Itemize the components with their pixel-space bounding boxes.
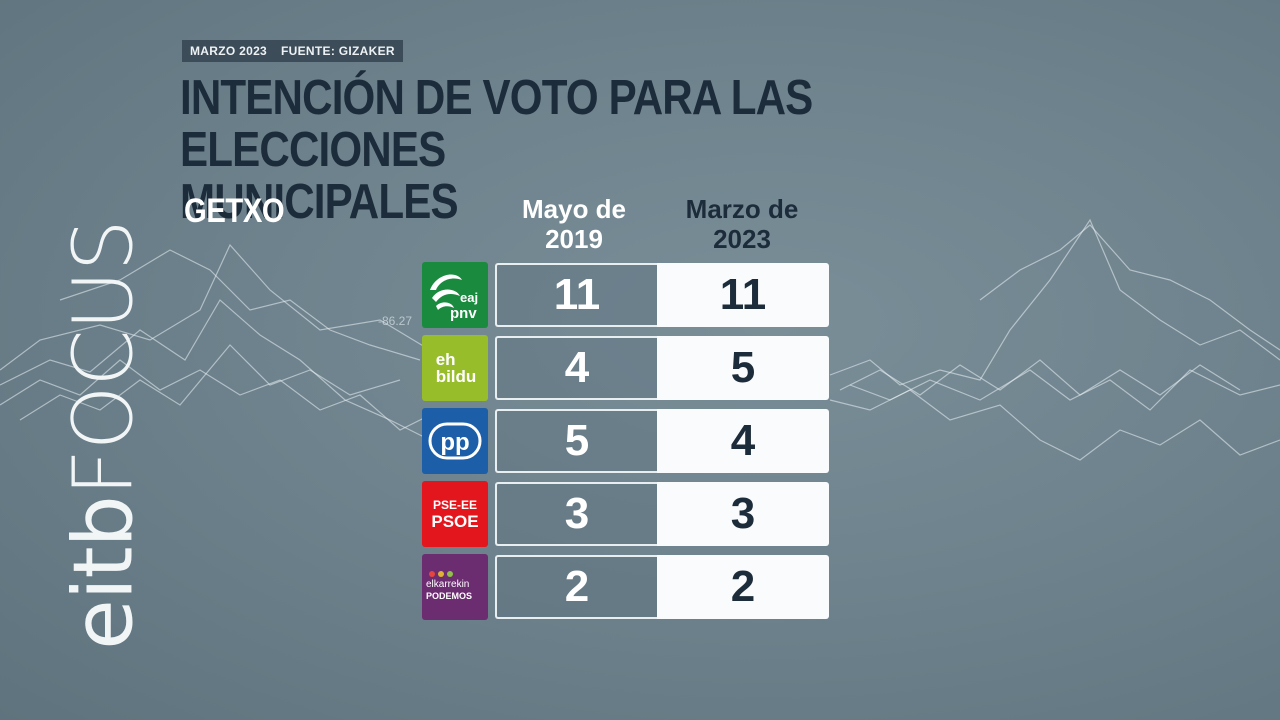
brand-part1: eitb: [57, 496, 153, 650]
bildu-logo-text-bildu: bildu: [435, 367, 477, 386]
bildu-logo: eh bildu: [422, 335, 488, 401]
table-row-psoe: PSE-EE PSOE 3 3: [422, 481, 830, 547]
column-header-2023: Marzo de 2023: [662, 194, 822, 254]
municipality-label: GETXO: [184, 192, 285, 230]
column-header-2019-line1: Mayo de: [521, 194, 627, 224]
svg-text:eaj: eaj: [460, 290, 478, 305]
meta-strip: MARZO 2023 FUENTE: GIZAKER: [182, 40, 403, 62]
svg-text:elkarrekin: elkarrekin: [426, 579, 469, 590]
svg-text:pp: pp: [440, 429, 469, 456]
seats-2023: 3: [657, 482, 829, 546]
seats-2019: 4: [495, 336, 657, 400]
seats-2019: 11: [495, 263, 657, 327]
column-header-2023-line1: Marzo de: [685, 194, 799, 224]
seats-2023: 4: [657, 409, 829, 473]
seats-2023: 2: [657, 555, 829, 619]
column-header-2019: Mayo de 2019: [494, 194, 654, 254]
page-title: INTENCIÓN DE VOTO PARA LAS ELECCIONES MU…: [180, 72, 954, 228]
podemos-circles-icon: elkarrekin PODEMOS: [426, 571, 472, 601]
svg-text:pnv: pnv: [450, 305, 477, 322]
pp-gull-icon: pp: [428, 422, 482, 460]
psoe-logo: PSE-EE PSOE: [422, 481, 488, 547]
table-row-podemos: elkarrekin PODEMOS 2 2: [422, 554, 830, 620]
podemos-logo: elkarrekin PODEMOS: [422, 554, 488, 620]
pnv-logo: eaj pnv: [422, 262, 488, 328]
bildu-logo-text-eh: eh: [435, 350, 456, 369]
column-header-2023-line2: 2023: [713, 224, 771, 254]
source-label: FUENTE: GIZAKER: [281, 44, 395, 58]
seats-2019: 5: [495, 409, 657, 473]
psoe-logo-line2: PSOE: [431, 511, 479, 531]
pnv-leaf-icon: eaj pnv: [430, 274, 478, 322]
table-row-bildu: eh bildu 4 5: [422, 335, 830, 401]
table-row-pnv: eaj pnv 11 11: [422, 262, 830, 328]
seats-2019: 3: [495, 482, 657, 546]
svg-text:PODEMOS: PODEMOS: [426, 591, 472, 601]
eitb-focus-logo: eitbFOCUS: [57, 200, 153, 670]
seats-2023: 5: [657, 336, 829, 400]
column-header-2019-line2: 2019: [545, 224, 603, 254]
title-line2: MUNICIPALES: [180, 175, 459, 229]
svg-text:-86.27: -86.27: [378, 314, 412, 328]
brand-part2: FOCUS: [57, 220, 153, 497]
pp-logo: pp: [422, 408, 488, 474]
seats-2019: 2: [495, 555, 657, 619]
title-line1: INTENCIÓN DE VOTO PARA LAS ELECCIONES: [180, 71, 813, 177]
psoe-logo-line1: PSE-EE: [432, 497, 477, 512]
table-row-pp: pp 5 4: [422, 408, 830, 474]
seats-2023: 11: [657, 263, 829, 327]
date-label: MARZO 2023: [190, 44, 268, 58]
